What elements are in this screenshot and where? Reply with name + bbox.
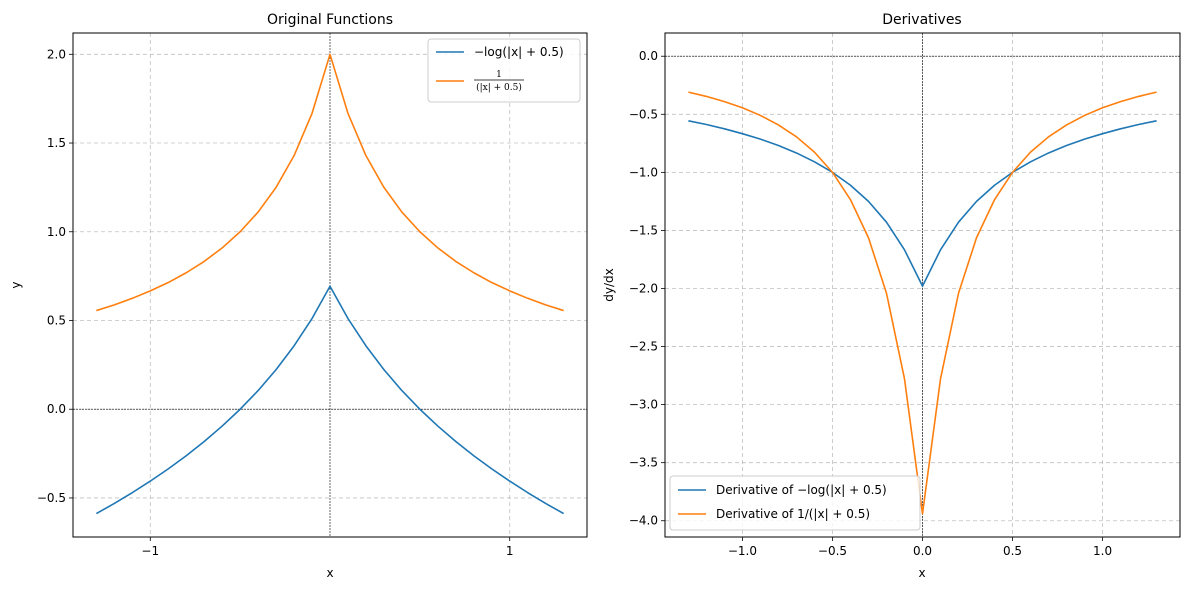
series-group xyxy=(95,53,565,515)
zero-reference-lines xyxy=(73,33,587,537)
x-tick-label: −0.5 xyxy=(818,544,847,558)
legend-label-derivative-reciprocal: Derivative of 1/(|x| + 0.5) xyxy=(716,507,870,521)
x-tick-label: −1 xyxy=(141,544,159,558)
y-tick-label: −0.5 xyxy=(629,107,658,121)
y-tick-label: −4.0 xyxy=(629,514,658,528)
x-tick-label: 0.0 xyxy=(913,544,932,558)
y-tick-label: −2.5 xyxy=(629,340,658,354)
series-line-1-x-0-5 xyxy=(96,53,564,312)
series-line-log-x-0-5 xyxy=(95,285,565,515)
y-tick-label: 1.0 xyxy=(47,225,66,239)
series-group xyxy=(688,91,1157,515)
axis-ticks: −1.0 −0.5 0.0 0.5 1.0 −4.0 −3.5 −3.0 −2.5 −2.0 −1.… xyxy=(629,49,1112,558)
y-axis-label: dy/dx xyxy=(602,268,616,301)
legend-box xyxy=(427,38,581,103)
y-tick-label: −3.0 xyxy=(629,398,658,412)
y-tick-label: 1.5 xyxy=(47,136,66,150)
legend-fraction-denominator: (|x| + 0.5) xyxy=(476,82,522,93)
y-tick-label: −3.5 xyxy=(629,456,658,470)
chart-original-functions: Original Functions −1 1 −0.5 0.0 0.5 1.0 1.5 2.… xyxy=(9,12,588,580)
legend-box xyxy=(669,475,921,531)
legend-label-neglog: −log(|x| + 0.5) xyxy=(474,45,564,59)
chart-derivatives: Derivatives −1.0 −0.5 0.0 0.5 1.0 −4.0 −3.5 −3.… xyxy=(602,12,1181,580)
y-tick-label: −1.0 xyxy=(629,165,658,179)
axis-ticks: −1 1 −0.5 0.0 0.5 1.0 1.5 2.0 xyxy=(37,47,514,558)
y-axis-label: y xyxy=(9,281,23,288)
chart-title-derivatives: Derivatives xyxy=(882,12,961,28)
chart-title-original: Original Functions xyxy=(267,12,393,28)
x-axis-label: x xyxy=(918,566,925,580)
series-line-derivative-of-log-x-0-5 xyxy=(688,120,1157,287)
legend-original: −log(|x| + 0.5) 1 (|x| + 0.5) xyxy=(427,38,581,103)
legend-label-derivative-neglog: Derivative of −log(|x| + 0.5) xyxy=(716,483,887,497)
y-tick-label: 0.0 xyxy=(47,402,66,416)
y-tick-label: 2.0 xyxy=(47,47,66,61)
legend-fraction-numerator: 1 xyxy=(496,70,502,80)
x-tick-label: 1 xyxy=(506,544,514,558)
legend-derivatives: Derivative of −log(|x| + 0.5) Derivative… xyxy=(669,475,921,531)
y-tick-label: −2.0 xyxy=(629,281,658,295)
x-tick-label: −1.0 xyxy=(728,544,757,558)
plot-area-frame xyxy=(72,32,588,538)
y-tick-label: −0.5 xyxy=(37,491,66,505)
y-tick-label: 0.0 xyxy=(639,49,658,63)
y-tick-label: −1.5 xyxy=(629,223,658,237)
grid-lines xyxy=(73,33,587,537)
x-tick-label: 1.0 xyxy=(1093,544,1112,558)
x-tick-label: 0.5 xyxy=(1003,544,1022,558)
y-tick-label: 0.5 xyxy=(47,313,66,327)
series-line-derivative-of-1-x-0-5 xyxy=(688,91,1157,515)
x-axis-label: x xyxy=(326,566,333,580)
